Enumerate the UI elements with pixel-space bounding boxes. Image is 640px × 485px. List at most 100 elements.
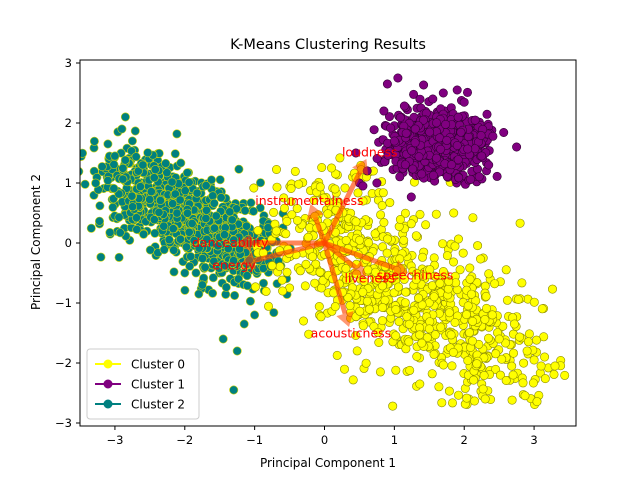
data-point	[215, 175, 225, 185]
data-point	[317, 163, 327, 173]
data-point	[549, 369, 559, 379]
data-point	[391, 304, 401, 314]
data-point	[161, 158, 171, 168]
data-point	[513, 294, 523, 304]
data-point	[255, 178, 265, 188]
data-point	[292, 215, 302, 225]
data-point	[465, 274, 475, 284]
data-point	[341, 235, 351, 245]
x-axis-label: Principal Component 1	[260, 456, 396, 470]
data-point	[172, 129, 182, 139]
data-point	[463, 144, 473, 154]
data-point	[547, 284, 557, 294]
outlier-point	[508, 370, 518, 380]
data-point	[216, 193, 226, 203]
data-point	[287, 210, 297, 220]
data-point	[425, 265, 435, 275]
data-point	[453, 234, 463, 244]
data-point	[118, 163, 128, 173]
y-tick-label: −3	[55, 416, 72, 430]
data-point	[442, 135, 452, 145]
data-point	[277, 275, 287, 285]
data-point	[469, 375, 479, 385]
data-point	[444, 386, 454, 396]
data-point	[304, 329, 314, 339]
outlier-point	[480, 394, 490, 404]
data-point	[450, 317, 460, 327]
data-point	[170, 149, 180, 159]
data-point	[213, 241, 223, 251]
x-tick-label: 0	[321, 433, 328, 447]
data-point	[282, 216, 292, 226]
data-point	[461, 310, 471, 320]
data-point	[145, 245, 155, 255]
data-point	[463, 301, 473, 311]
data-point	[186, 252, 196, 262]
outlier-point	[477, 151, 487, 161]
data-point	[80, 148, 87, 158]
data-point	[384, 112, 394, 122]
data-point	[180, 285, 190, 295]
data-point	[466, 289, 476, 299]
data-point	[370, 229, 380, 239]
series-cluster-1	[351, 73, 522, 202]
data-point	[454, 173, 464, 183]
data-point	[459, 97, 469, 107]
data-point	[488, 131, 498, 141]
data-point	[319, 193, 329, 203]
outlier-point	[540, 352, 550, 362]
points-layer	[80, 73, 570, 411]
data-point	[269, 207, 279, 217]
data-point	[96, 252, 106, 262]
vector-label-energy: energy	[212, 258, 256, 273]
data-point	[502, 295, 512, 305]
data-point	[400, 208, 410, 218]
data-point	[348, 375, 358, 385]
data-point	[523, 337, 533, 347]
data-point	[421, 220, 431, 230]
data-point	[382, 234, 392, 244]
data-point	[436, 144, 446, 154]
data-point	[220, 261, 230, 271]
data-point	[508, 348, 518, 358]
outlier-point	[194, 289, 204, 299]
data-point	[425, 127, 435, 137]
data-point	[470, 115, 480, 125]
plot-area: loudness instrumentalness danceability ener…	[55, 56, 577, 447]
data-point	[330, 302, 340, 312]
data-point	[225, 207, 235, 217]
data-point	[428, 170, 438, 180]
data-point	[438, 360, 448, 370]
data-point	[294, 179, 304, 189]
data-point	[109, 160, 119, 170]
data-point	[182, 242, 192, 252]
data-point	[417, 338, 427, 348]
outlier-point	[326, 163, 336, 173]
data-point	[529, 297, 539, 307]
y-tick-label: −1	[55, 296, 72, 310]
data-point	[246, 198, 256, 208]
data-point	[210, 223, 220, 233]
legend-marker	[103, 359, 113, 369]
data-point	[501, 375, 511, 385]
data-point	[377, 201, 387, 211]
data-point	[167, 177, 177, 187]
data-point	[127, 191, 137, 201]
data-point	[176, 158, 186, 168]
data-point	[267, 261, 277, 271]
data-point	[495, 370, 505, 380]
data-point	[263, 223, 273, 233]
data-point	[409, 89, 419, 99]
data-point	[309, 195, 319, 205]
data-point	[209, 198, 219, 208]
data-point	[402, 312, 412, 322]
data-point	[292, 204, 302, 214]
data-point	[154, 207, 164, 217]
data-point	[279, 203, 289, 213]
data-point	[429, 292, 439, 302]
y-tick-label: −2	[55, 356, 72, 370]
data-point	[448, 257, 458, 267]
outlier-point	[120, 112, 130, 122]
data-point	[229, 256, 239, 266]
